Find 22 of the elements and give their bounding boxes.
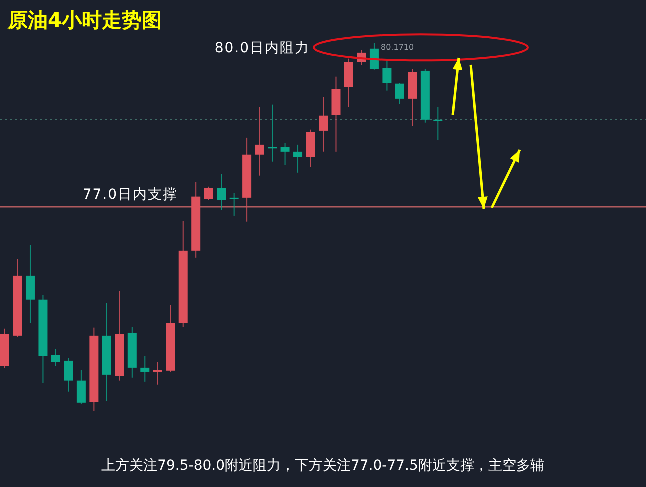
candlestick [153, 362, 162, 386]
candlestick [140, 356, 150, 382]
ref-line-label: 77.0日内支撑 [82, 187, 178, 204]
annotation: 80.0日内阻力 [214, 40, 310, 57]
candlestick [268, 104, 278, 162]
candlestick [319, 96, 328, 152]
candlestick [255, 106, 264, 176]
candlestick [382, 59, 392, 92]
candlestick [395, 82, 404, 105]
candlestick [217, 174, 226, 211]
chart-title: 原油4小时走势图 [7, 8, 162, 32]
annotation: 80.1710 [381, 43, 414, 52]
candlestick [76, 370, 86, 405]
candlestick [51, 348, 60, 367]
candlestick [280, 142, 290, 166]
text: 上方关注79.5-80.0附近阻力，下方关注77.0-77.5附近支撑，主空多辅 [102, 458, 544, 474]
candlestick [26, 244, 35, 324]
candlestick [434, 106, 443, 141]
candlestick [294, 144, 303, 174]
candlestick [64, 358, 74, 392]
candlestick [204, 186, 214, 201]
candlestick [230, 192, 239, 216]
